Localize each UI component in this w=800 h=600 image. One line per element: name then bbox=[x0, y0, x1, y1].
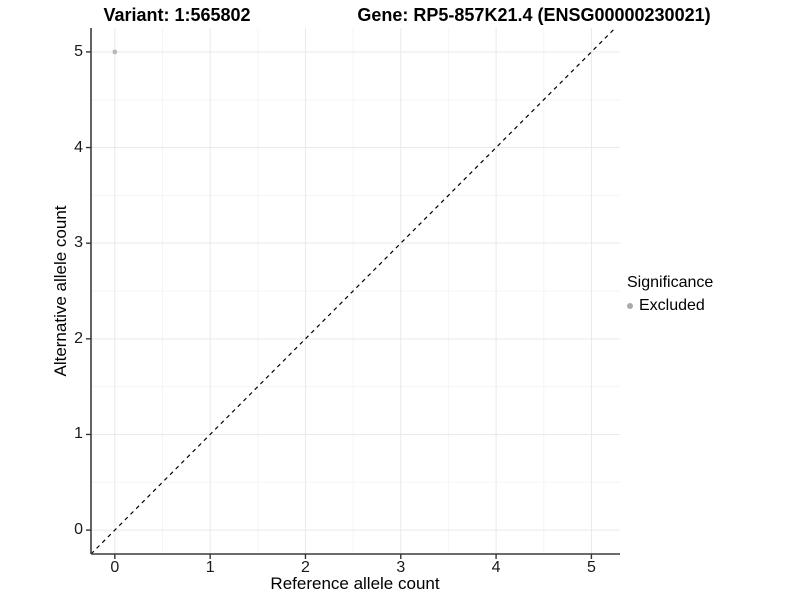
x-tick-label: 1 bbox=[205, 559, 215, 576]
x-tick-label: 4 bbox=[491, 559, 501, 576]
legend: Significance Excluded bbox=[627, 273, 713, 316]
x-tick-label: 3 bbox=[396, 559, 406, 576]
y-tick-label: 3 bbox=[74, 234, 83, 252]
y-axis-title: Alternative allele count bbox=[51, 205, 70, 377]
y-tick-label: 5 bbox=[74, 42, 83, 60]
y-tick-label: 1 bbox=[74, 425, 83, 443]
variant-title: Variant: 1:565802 bbox=[103, 5, 251, 25]
y-tick-label: 2 bbox=[74, 329, 83, 347]
gene-title: Gene: RP5-857K21.4 (ENSG00000230021) bbox=[357, 5, 711, 25]
legend-entry-label: Excluded bbox=[639, 297, 705, 314]
legend-entry-excluded: Excluded bbox=[627, 296, 713, 316]
legend-title: Significance bbox=[627, 274, 714, 291]
y-tick-label: 4 bbox=[74, 138, 83, 156]
identity-dashed-line bbox=[90, 27, 616, 555]
x-tick-label: 5 bbox=[586, 559, 596, 576]
x-axis-title: Reference allele count bbox=[270, 574, 440, 593]
legend-point-swatch-icon bbox=[627, 303, 633, 309]
data-point bbox=[112, 49, 118, 55]
y-tick-label: 0 bbox=[74, 521, 83, 539]
x-tick-label: 2 bbox=[301, 559, 310, 576]
x-tick-label: 0 bbox=[110, 559, 120, 576]
